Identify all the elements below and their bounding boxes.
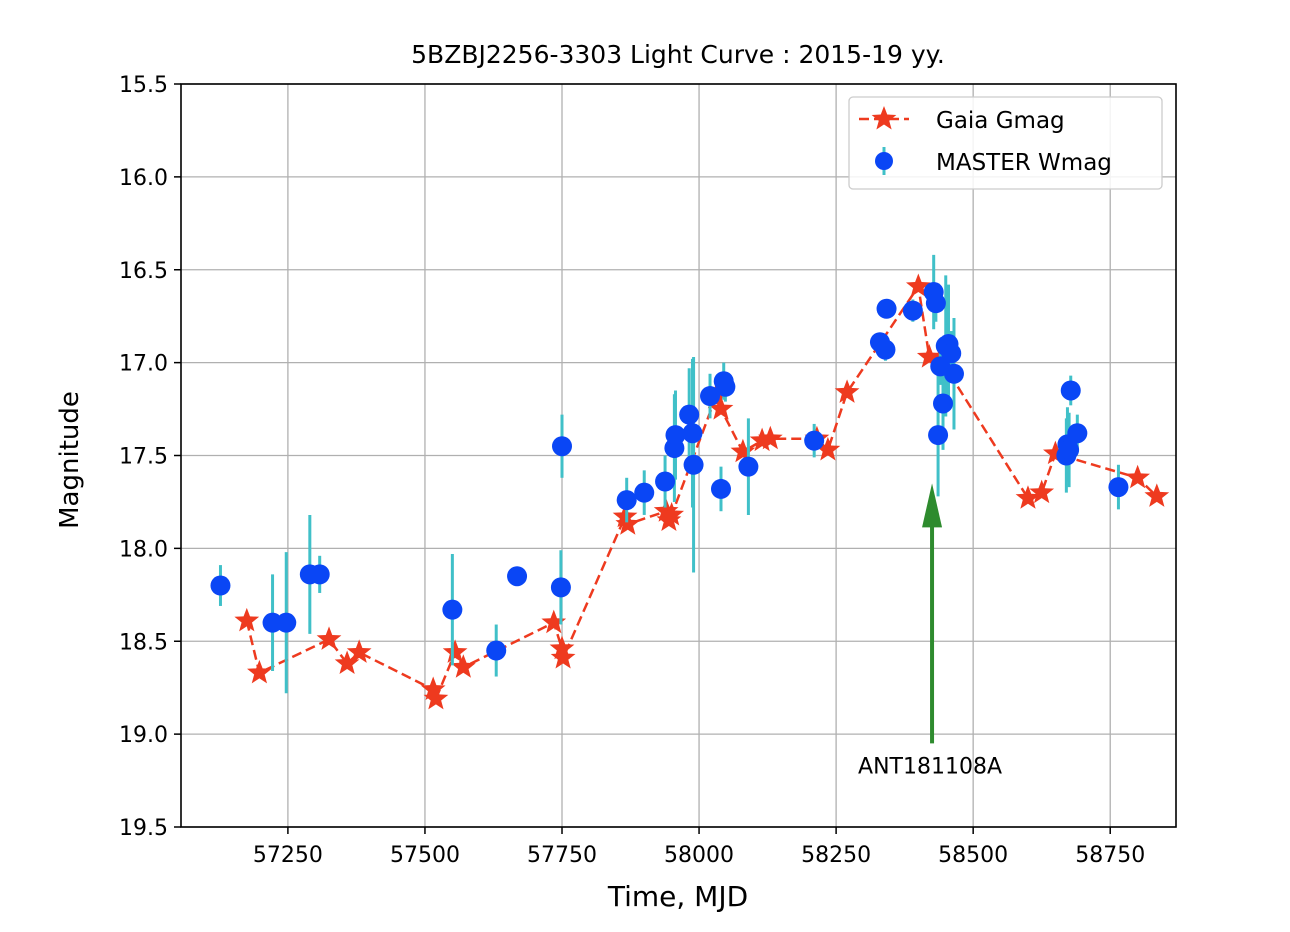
master-point	[682, 423, 703, 444]
gaia-series	[234, 273, 1170, 710]
gaia-star-point	[1029, 479, 1055, 504]
gaia-star-point	[659, 501, 685, 526]
master-point	[665, 425, 686, 446]
master-point	[210, 575, 231, 596]
x-tick-label: 58500	[938, 843, 1008, 868]
y-axis-label: Magnitude	[55, 391, 85, 529]
master-point	[262, 612, 283, 633]
master-point	[552, 436, 573, 457]
x-tick-label: 57250	[253, 843, 323, 868]
gaia-star-point	[234, 607, 260, 632]
master-point	[1059, 439, 1080, 460]
y-tick-label: 18.5	[119, 630, 168, 655]
y-tick-label: 15.5	[119, 73, 168, 98]
y-tick-label: 19.5	[119, 816, 168, 841]
gaia-star-point	[550, 644, 576, 669]
y-tick-label: 17.5	[119, 445, 168, 470]
master-point	[309, 564, 330, 585]
master-series	[210, 254, 1129, 694]
master-point	[933, 393, 954, 414]
gaia-star-point	[757, 425, 783, 450]
x-tick-label: 58750	[1075, 843, 1145, 868]
x-tick-label: 58000	[664, 843, 734, 868]
x-tick-label: 57750	[527, 843, 597, 868]
master-point	[507, 566, 528, 587]
master-point	[902, 300, 923, 321]
y-tick-label: 18.0	[119, 537, 168, 562]
chart-title: 5BZBJ2256-3303 Light Curve : 2015-19 yy.	[411, 40, 945, 69]
master-point	[683, 454, 704, 475]
master-point	[941, 343, 962, 364]
y-tick-label: 19.0	[119, 723, 168, 748]
gaia-star-point	[420, 676, 446, 701]
gaia-star-point	[334, 650, 360, 675]
gaia-star-point	[834, 379, 860, 403]
master-point	[715, 376, 736, 397]
gaia-star-point	[247, 659, 272, 684]
gaia-star-point	[905, 273, 931, 297]
legend-gaia-star	[871, 106, 897, 130]
master-point	[925, 293, 946, 314]
legend-gaia-marker	[871, 106, 897, 130]
gaia-star-point	[1015, 485, 1041, 509]
gaia-star-point	[1144, 483, 1170, 507]
master-point	[655, 471, 676, 492]
gaia-star-point	[615, 511, 641, 535]
annotation-arrow-head	[922, 483, 943, 528]
master-point	[616, 490, 637, 511]
legend-box	[848, 96, 1163, 190]
master-point	[804, 430, 825, 451]
gaia-star-point	[653, 498, 679, 522]
master-point	[442, 599, 463, 620]
grid-lines	[181, 83, 1176, 828]
master-point	[700, 386, 721, 407]
gaia-star-point	[442, 639, 468, 663]
master-point	[738, 456, 759, 477]
gaia-star-point	[612, 503, 638, 528]
annotation-label: ANT181108A	[858, 754, 1002, 779]
master-point	[276, 612, 297, 633]
annotation-group: ANT181108A	[858, 483, 1002, 779]
legend: Gaia Gmag MASTER Wmag	[848, 96, 1163, 190]
master-point	[875, 339, 896, 360]
master-point	[876, 298, 897, 319]
y-tick-label: 16.5	[119, 259, 168, 284]
gaia-star-point	[423, 685, 449, 710]
gaia-star-point	[549, 635, 575, 660]
gaia-star-point	[316, 626, 342, 650]
master-point	[710, 478, 731, 499]
master-point	[943, 363, 964, 384]
legend-gaia-label: Gaia Gmag	[936, 108, 1065, 134]
gaia-star-point	[346, 639, 372, 663]
legend-master-label: MASTER Wmag	[936, 150, 1112, 176]
master-point	[928, 425, 949, 446]
gaia-dashed-line	[245, 283, 1158, 703]
master-point	[634, 482, 655, 503]
master-point	[1067, 423, 1088, 444]
gaia-star-point	[450, 654, 476, 678]
x-axis-label: Time, MJD	[607, 880, 748, 913]
y-tick-label: 17.0	[119, 352, 168, 377]
master-point	[679, 404, 700, 425]
master-point	[550, 577, 571, 598]
x-tick-label: 57500	[390, 843, 460, 868]
gaia-star-point	[730, 438, 756, 463]
gaia-star-point	[1125, 464, 1150, 489]
gaia-star-point	[815, 436, 841, 461]
master-point	[1060, 380, 1081, 401]
gaia-star-point	[541, 609, 567, 634]
y-tick-label: 16.0	[119, 166, 168, 191]
x-axis-ticks: 57250 57500 57750 58000 58250 58500 58750	[253, 827, 1145, 868]
y-axis-ticks: 15.5 16.0 16.5 17.0 17.5 18.0 18.5 19.0 19.5	[119, 73, 181, 841]
gaia-star-point	[708, 396, 734, 420]
gaia-star-point	[1043, 440, 1068, 465]
legend-master-marker	[875, 152, 893, 170]
master-point	[1108, 477, 1129, 498]
master-point	[486, 640, 507, 661]
gaia-star-point	[749, 427, 775, 452]
x-tick-label: 58250	[801, 843, 871, 868]
